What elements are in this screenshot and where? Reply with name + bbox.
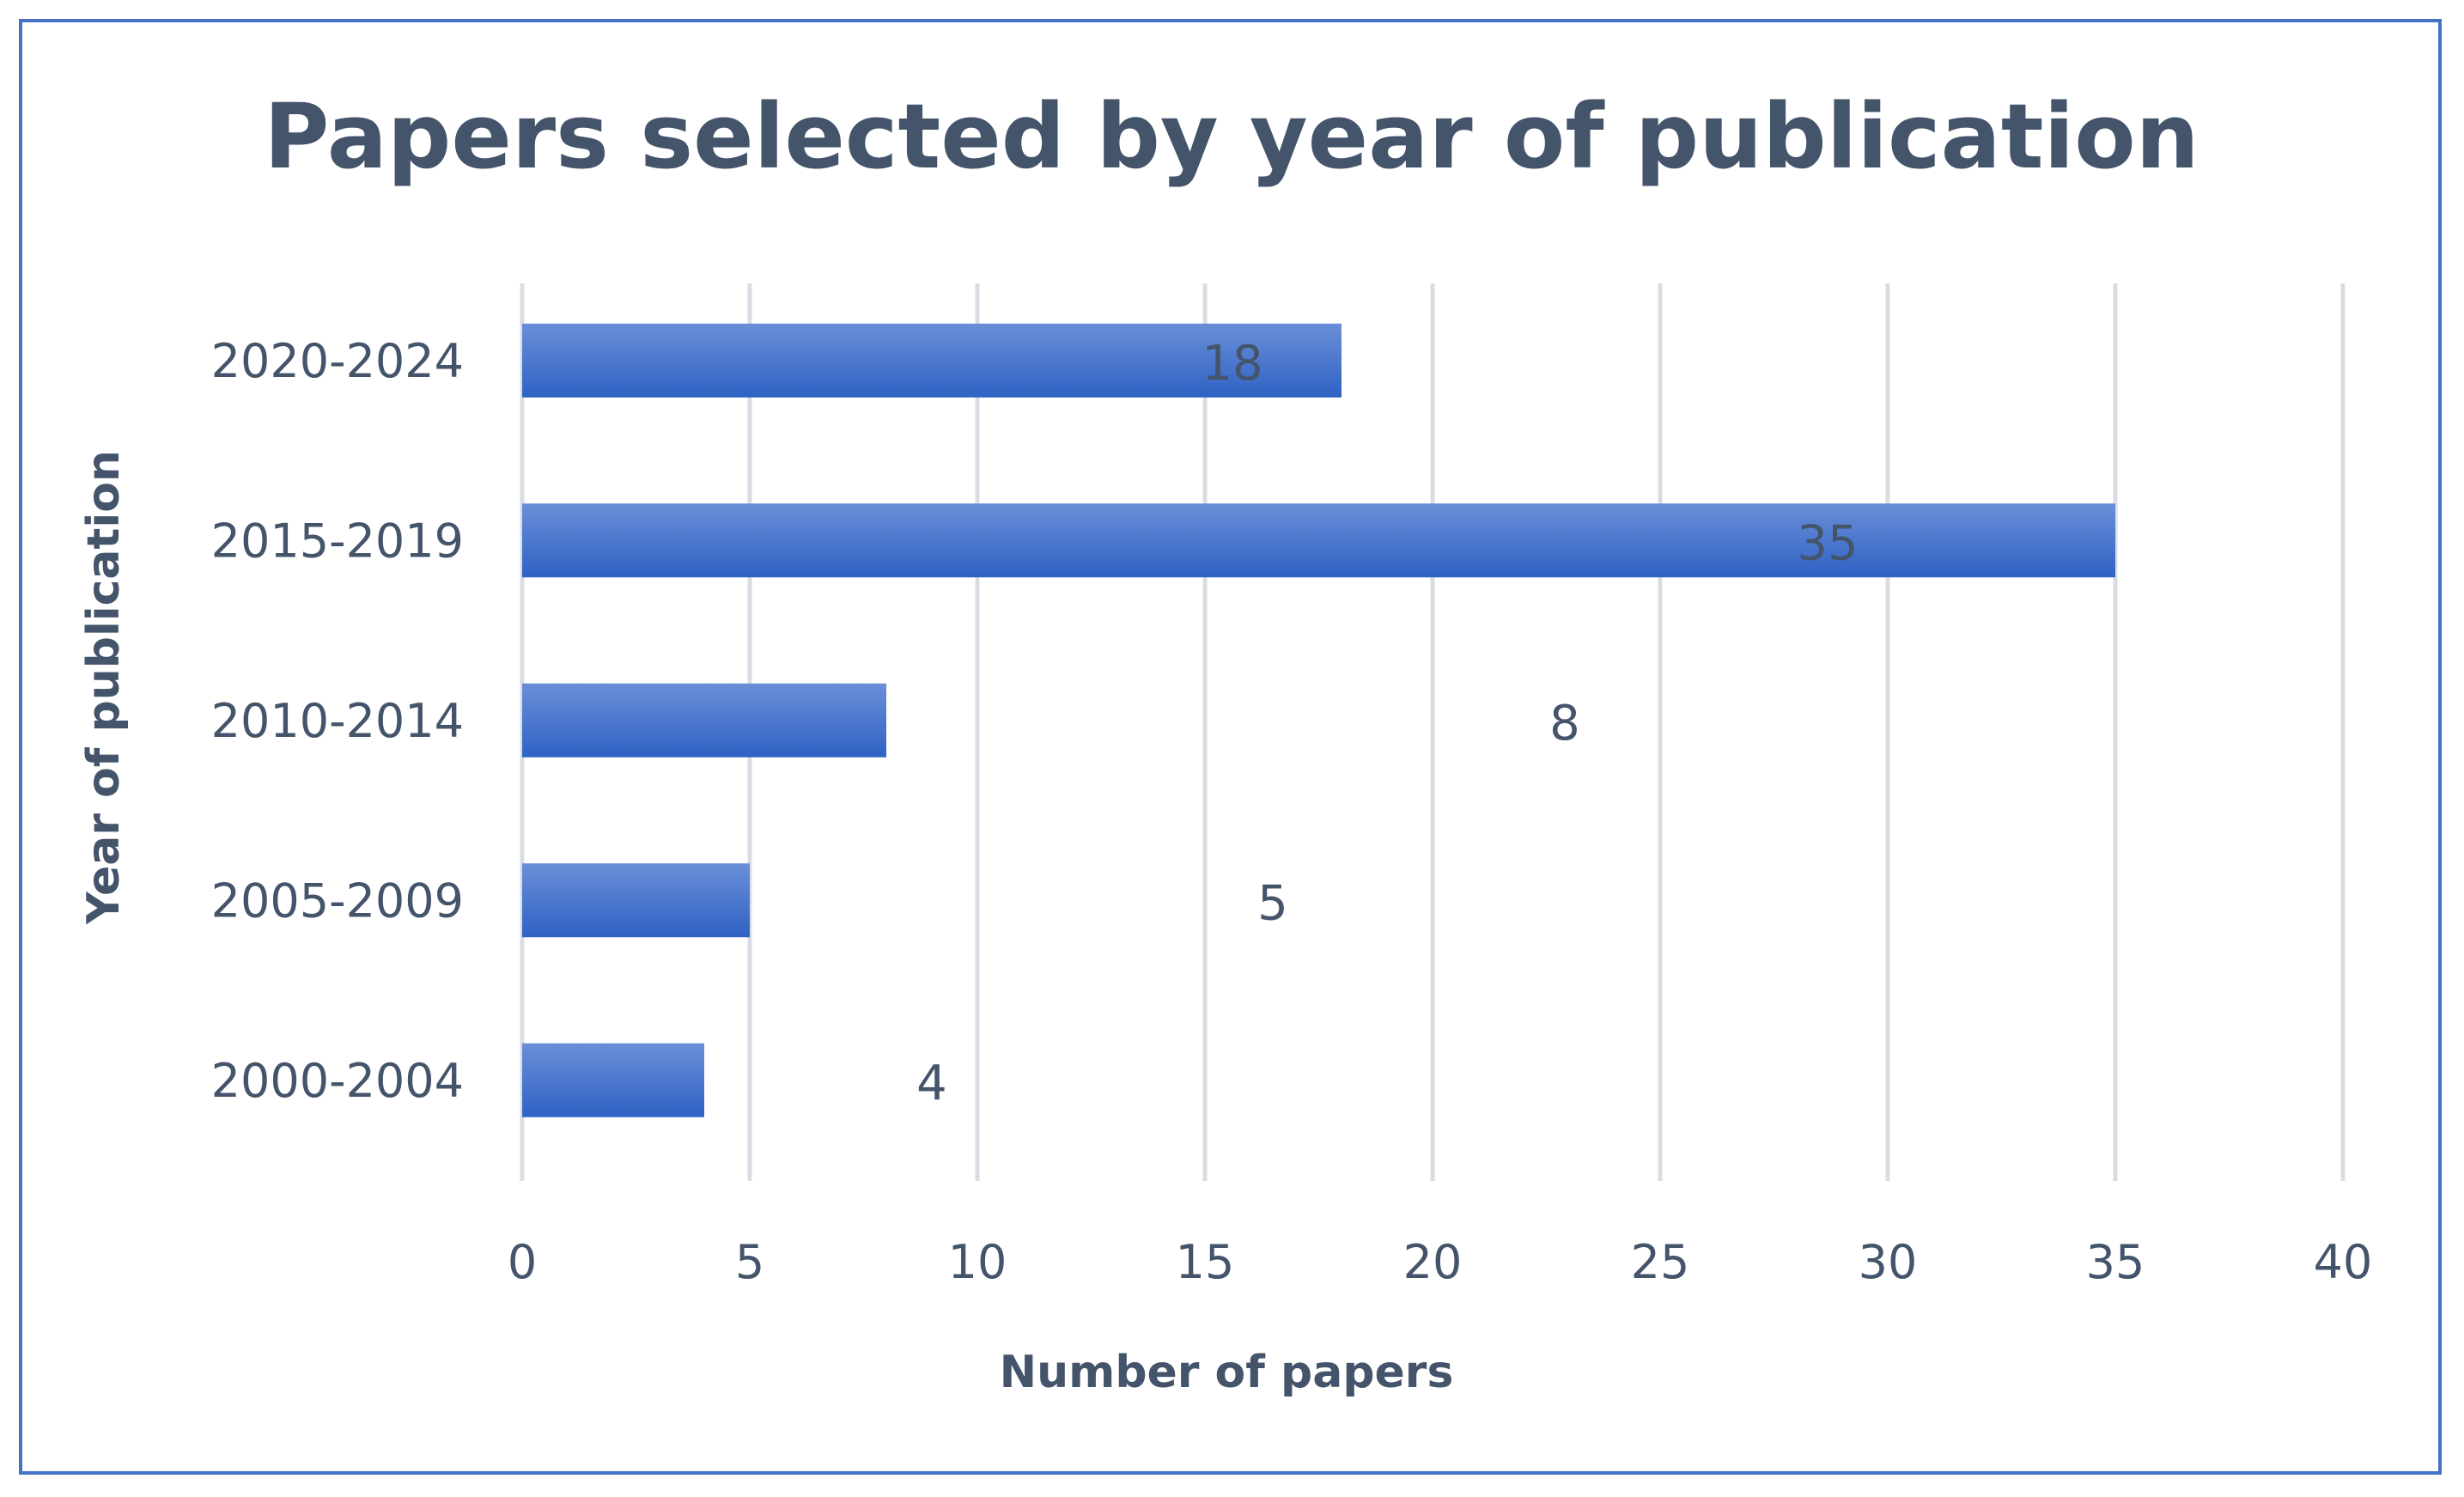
- data-label-2005-2009: 5: [1257, 875, 1288, 931]
- x-axis-title: Number of papers: [1000, 1347, 1454, 1398]
- x-tick-label-30: 30: [1859, 1235, 1918, 1289]
- x-tick-label-35: 35: [2086, 1235, 2145, 1289]
- bar-2010-2014: [522, 683, 886, 758]
- chart-title: Papers selected by year of publication: [264, 84, 2199, 189]
- data-label-2020-2024: 18: [1202, 336, 1262, 392]
- bars: [522, 323, 2115, 1117]
- data-label-2015-2019: 35: [1797, 515, 1858, 571]
- bar-2015-2019: [522, 503, 2115, 578]
- y-axis-title: Year of publication: [78, 450, 130, 925]
- bar-2005-2009: [522, 863, 750, 938]
- gridlines: [520, 283, 2345, 1181]
- bar-2020-2024: [522, 323, 1342, 398]
- x-tick-label-0: 0: [508, 1235, 537, 1289]
- data-labels: 18 35 8 5 4: [916, 336, 1858, 1111]
- y-tick-label-2015-2019: 2015-2019: [211, 514, 464, 568]
- x-tick-labels: 0 5 10 15 20 25 30 35 40: [508, 1235, 2373, 1289]
- x-tick-label-10: 10: [948, 1235, 1007, 1289]
- x-tick-label-15: 15: [1176, 1235, 1235, 1289]
- y-tick-label-2005-2009: 2005-2009: [211, 873, 464, 928]
- x-tick-label-20: 20: [1403, 1235, 1463, 1289]
- x-tick-label-25: 25: [1631, 1235, 1690, 1289]
- data-label-2010-2014: 8: [1549, 696, 1580, 752]
- x-tick-label-40: 40: [2314, 1235, 2373, 1289]
- chart-frame: [19, 19, 2442, 1475]
- bar-2000-2004: [522, 1043, 704, 1117]
- y-tick-label-2010-2014: 2010-2014: [211, 694, 464, 748]
- data-label-2000-2004: 4: [916, 1056, 947, 1111]
- x-tick-label-5: 5: [735, 1235, 764, 1289]
- y-tick-label-2000-2004: 2000-2004: [211, 1054, 464, 1108]
- y-tick-label-2020-2024: 2020-2024: [211, 334, 464, 388]
- y-tick-labels: 2020-2024 2015-2019 2010-2014 2005-2009 2000…: [211, 334, 464, 1108]
